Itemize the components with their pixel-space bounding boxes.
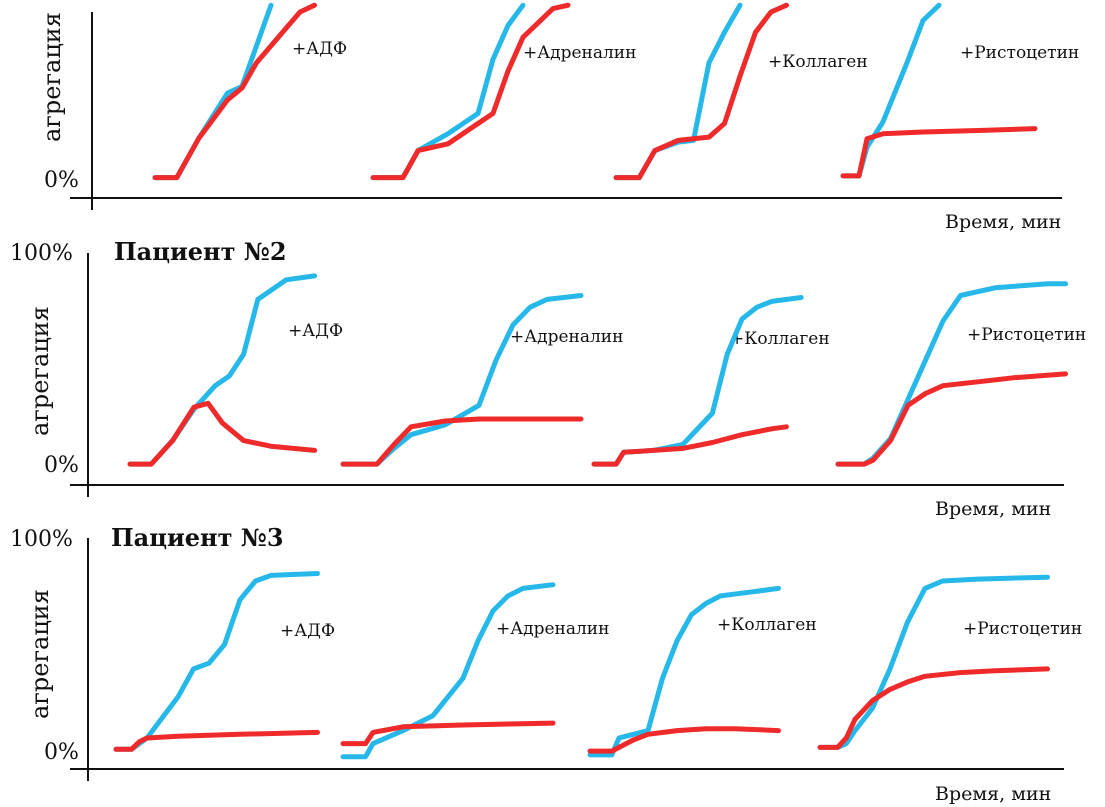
panel-3-adp-control-trace bbox=[113, 571, 320, 752]
panel-1-adrenaline-patient-trace bbox=[370, 2, 571, 181]
panel-1-label-collagen: +Коллаген bbox=[768, 52, 868, 72]
panel-1-adp-patient-trace bbox=[152, 2, 317, 181]
panel-2-xlabel: Время, мин bbox=[935, 498, 1051, 520]
panel-2-label-ristocetin: +Ристоцетин bbox=[967, 325, 1086, 345]
panel-1-ristocetin-patient-trace bbox=[840, 126, 1038, 179]
panel-3-collagen-control-trace bbox=[587, 585, 781, 758]
panel-3-label-ristocetin: +Ристоцетин bbox=[963, 619, 1082, 639]
panel-3-ristocetin-control-trace bbox=[817, 574, 1050, 750]
panel-1-collagen-control-trace bbox=[613, 2, 743, 181]
panel-3-traces bbox=[113, 571, 1050, 760]
panel-3-ristocetin-patient-trace bbox=[817, 666, 1050, 750]
panel-2-label-collagen: +Коллаген bbox=[730, 329, 830, 349]
panel-2-collagen-patient-trace bbox=[591, 424, 789, 467]
panel-1-ylabel: агрегация bbox=[38, 12, 66, 142]
panel-2-adrenaline-control-trace bbox=[340, 293, 584, 467]
panel-3-label-adrenaline: +Адреналин bbox=[496, 619, 609, 639]
panel-3-xlabel: Время, мин bbox=[935, 783, 1051, 805]
panel-3: Пациент №3 100% 0% агрегация Время, мин … bbox=[10, 523, 1082, 805]
panel-1-xlabel: Время, мин bbox=[945, 211, 1061, 233]
panel-3-adrenaline-patient-trace bbox=[340, 720, 556, 747]
panel-1-label-adp: +АДФ bbox=[292, 39, 347, 59]
panel-2-ylabel: агрегация bbox=[26, 306, 54, 436]
panel-3-label-adp: +АДФ bbox=[280, 621, 335, 641]
panel-1-traces bbox=[152, 2, 1038, 181]
panel-1: агрегация 0% Время, мин +АДФ +Адреналин … bbox=[38, 2, 1079, 233]
panel-3-ytick-0: 0% bbox=[44, 740, 79, 765]
panel-3-title: Пациент №3 bbox=[111, 523, 284, 552]
panel-2-label-adp: +АДФ bbox=[288, 321, 343, 341]
panel-3-label-collagen: +Коллаген bbox=[717, 615, 817, 635]
panel-1-label-ristocetin: +Ристоцетин bbox=[960, 43, 1079, 63]
panel-2-label-adrenaline: +Адреналин bbox=[510, 327, 623, 347]
panel-3-collagen-patient-trace bbox=[587, 726, 781, 754]
panel-3-ytick-100: 100% bbox=[10, 527, 73, 552]
panel-1-adp-control-trace bbox=[152, 2, 274, 181]
panel-2-ytick-100: 100% bbox=[10, 241, 73, 266]
panel-2-adp-control-trace bbox=[127, 273, 318, 467]
panel-2-traces bbox=[127, 273, 1068, 467]
panel-1-label-adrenaline: +Адреналин bbox=[523, 43, 636, 63]
panel-1-collagen-patient-trace bbox=[613, 2, 789, 181]
panel-2-collagen-control-trace bbox=[591, 295, 804, 467]
panel-2-ytick-0: 0% bbox=[44, 453, 79, 478]
panel-1-ristocetin-control-trace bbox=[840, 2, 942, 179]
panel-3-ylabel: агрегация bbox=[26, 589, 54, 719]
panel-1-ytick-0: 0% bbox=[44, 168, 79, 193]
panel-2-ristocetin-patient-trace bbox=[835, 371, 1068, 467]
panel-2-adp-patient-trace bbox=[127, 400, 318, 467]
panel-2: Пациент №2 100% 0% агрегация Время, мин … bbox=[10, 237, 1086, 520]
panel-3-adrenaline-control-trace bbox=[340, 582, 556, 760]
panel-2-adrenaline-patient-trace bbox=[340, 416, 584, 467]
panel-2-title: Пациент №2 bbox=[114, 237, 287, 266]
panel-3-adp-patient-trace bbox=[113, 729, 320, 752]
